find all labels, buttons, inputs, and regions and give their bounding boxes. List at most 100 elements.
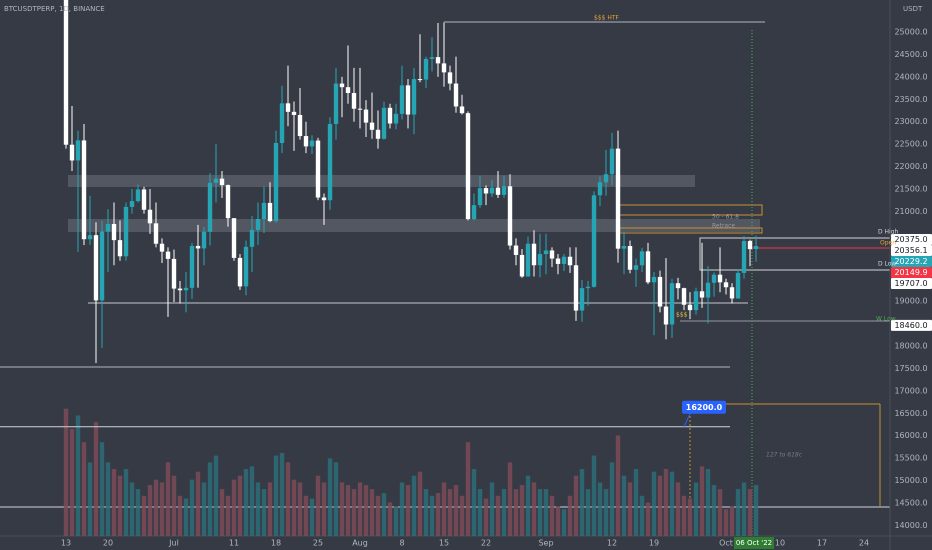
candle-body — [537, 254, 543, 266]
x-tick-label: Aug — [352, 539, 368, 548]
level-label: 16200.0 — [686, 403, 723, 412]
volume-bar — [417, 471, 423, 536]
candle-body — [417, 79, 423, 81]
x-tick-label: 13 — [61, 539, 71, 548]
candle-body — [201, 231, 207, 249]
candle-body — [393, 113, 399, 124]
y-tick-label: 14000.0 — [894, 521, 927, 530]
axes-layer: 25000.0 24500.0 24000.0 23500.0 23000.0 22500… — [0, 27, 932, 548]
volume-bar — [357, 482, 363, 536]
volume-bar — [279, 452, 285, 536]
candle-body — [441, 63, 447, 73]
y-tick-label: 18000.0 — [894, 342, 927, 351]
candle-body — [543, 250, 549, 255]
volume-bar — [657, 475, 663, 536]
candle-body — [579, 288, 585, 311]
x-tick-label: Sep — [538, 539, 553, 548]
candle-body — [621, 245, 627, 249]
x-tick-label: 24 — [859, 539, 869, 548]
x-tick-label: 10 — [775, 539, 785, 548]
volume-bar — [507, 462, 513, 536]
candle-body — [519, 254, 525, 277]
x-tick-label: 20 — [103, 539, 113, 548]
candle-body — [651, 276, 657, 283]
candle-body — [267, 202, 273, 222]
candle-body — [471, 205, 477, 220]
y-tick-label: 14500.0 — [894, 499, 927, 508]
x-tick-label: 11 — [229, 539, 239, 548]
volume-bar — [165, 462, 171, 536]
volume-bar — [699, 466, 705, 536]
candle-body — [225, 185, 231, 219]
annotation: Retrace — [712, 223, 735, 230]
volume-bar — [747, 489, 753, 536]
y-tick-label: 22500.0 — [894, 140, 927, 149]
candle-body — [687, 304, 693, 311]
candle-body — [255, 219, 261, 231]
candle-body — [729, 287, 735, 299]
candle-body — [351, 92, 357, 109]
candle-body — [483, 188, 489, 194]
candle-body — [405, 85, 411, 115]
price-label-box — [891, 319, 932, 331]
candle-body — [369, 122, 375, 130]
price-label: 20229.2 — [894, 257, 927, 266]
candle-body — [711, 274, 717, 283]
candle-body — [153, 223, 159, 244]
candle-body — [273, 143, 279, 222]
volume-bar — [639, 495, 645, 536]
candle-body — [63, 0, 69, 145]
candle-body — [627, 245, 633, 270]
volume-bar — [543, 489, 549, 536]
y-tick-label: 16000.0 — [894, 431, 927, 440]
volume-bar — [207, 462, 213, 536]
candle-body — [681, 288, 687, 305]
volume-bar — [129, 482, 135, 536]
volume-bar — [717, 489, 723, 536]
volume-bar — [123, 469, 129, 536]
candle-body — [597, 182, 603, 196]
candle-body — [585, 286, 591, 289]
volume-bar — [723, 509, 729, 536]
volume-bar — [447, 489, 453, 536]
candle-body — [189, 245, 195, 288]
candle-body — [735, 272, 741, 299]
volume-bar — [69, 428, 75, 536]
volume-bar — [453, 485, 459, 536]
candle-body — [141, 189, 147, 210]
y-tick-label: 25000.0 — [894, 27, 927, 36]
volume-bar — [675, 482, 681, 536]
volume-bar — [393, 506, 399, 536]
candle-body — [387, 107, 393, 124]
candle-body — [669, 283, 675, 325]
volume-bar — [63, 408, 69, 536]
volume-bar — [495, 495, 501, 536]
y-tick-label: 23500.0 — [894, 95, 927, 104]
volume-layer — [63, 408, 759, 536]
volume-bar — [171, 475, 177, 536]
candle-body — [657, 276, 663, 307]
volume-bar — [399, 482, 405, 536]
axis-title: USDT — [903, 5, 923, 13]
candle-body — [507, 186, 513, 246]
volume-bar — [501, 489, 507, 536]
candle-body — [435, 57, 441, 64]
candle-body — [675, 283, 681, 289]
volume-bar — [267, 482, 273, 536]
candle-body — [459, 106, 465, 114]
volume-bar — [711, 485, 717, 536]
volume-bar — [75, 415, 81, 536]
x-tick-label: Jul — [168, 539, 179, 548]
candle-body — [99, 231, 105, 301]
x-tick-label: 25 — [313, 539, 323, 548]
volume-bar — [159, 482, 165, 536]
price-label: 20356.1 — [894, 246, 927, 255]
annotation: $$$ HTF — [594, 15, 620, 22]
volume-bar — [573, 475, 579, 536]
volume-bar — [87, 462, 93, 536]
zone — [68, 175, 695, 187]
candle-body — [411, 79, 417, 115]
price-label-box — [891, 233, 932, 245]
volume-bar — [681, 495, 687, 536]
